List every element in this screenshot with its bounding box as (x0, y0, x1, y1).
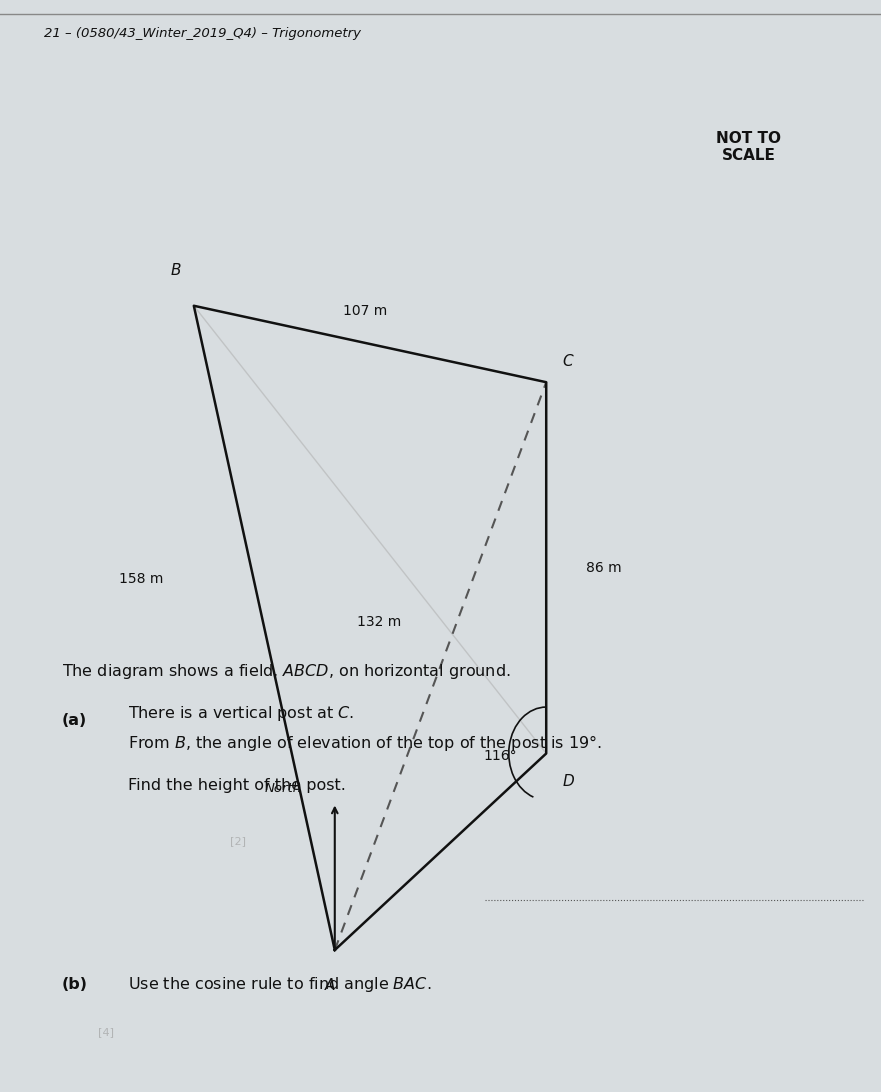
Text: NOT TO
SCALE: NOT TO SCALE (716, 131, 781, 164)
Text: Find the height of the post.: Find the height of the post. (128, 778, 345, 793)
Text: $A$: $A$ (324, 977, 337, 994)
Text: From $B$, the angle of elevation of the top of the post is 19°.: From $B$, the angle of elevation of the … (128, 733, 602, 752)
Text: The diagram shows a field, $ABCD$, on horizontal ground.: The diagram shows a field, $ABCD$, on ho… (62, 662, 510, 681)
Text: 86 m: 86 m (586, 561, 621, 574)
Text: (a): (a) (62, 713, 87, 728)
Text: (b): (b) (62, 977, 88, 993)
Text: 21 – (0580/43_Winter_2019_Q4) – Trigonometry: 21 – (0580/43_Winter_2019_Q4) – Trigonom… (44, 27, 361, 40)
Text: 158 m: 158 m (119, 572, 163, 585)
Text: There is a vertical post at $C$.: There is a vertical post at $C$. (128, 703, 354, 723)
Text: $D$: $D$ (562, 773, 575, 790)
Text: Use the cosine rule to find angle $BAC$.: Use the cosine rule to find angle $BAC$. (128, 975, 431, 995)
Text: 107 m: 107 m (344, 305, 388, 318)
Text: [4]: [4] (98, 1026, 114, 1037)
Text: 132 m: 132 m (357, 616, 401, 629)
Text: [2]: [2] (230, 835, 246, 846)
Text: 116°: 116° (484, 749, 517, 762)
Text: $C$: $C$ (562, 353, 574, 369)
Text: North: North (265, 782, 302, 795)
Text: $B$: $B$ (170, 262, 182, 278)
